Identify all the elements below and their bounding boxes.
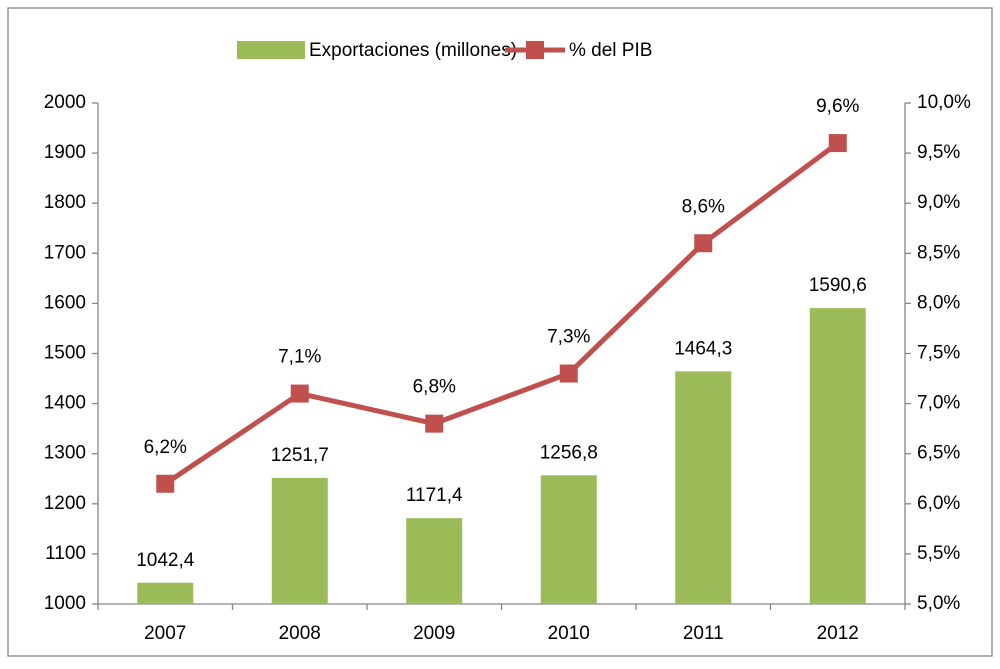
bar-label: 1590,6 [809, 275, 867, 296]
y-tick-label: 1500 [44, 343, 86, 364]
bar-label: 1464,3 [674, 338, 732, 359]
y2-tick-label: 6,5% [917, 443, 960, 464]
bar [540, 475, 597, 604]
line-marker [828, 134, 847, 153]
x-tick-label: 2008 [279, 623, 321, 644]
bar [809, 308, 866, 604]
bar [271, 477, 328, 604]
x-tick-label: 2007 [144, 623, 186, 644]
line-marker [290, 384, 309, 403]
bar-label: 1042,4 [136, 550, 195, 571]
line-label: 8,6% [682, 196, 725, 217]
y2-tick-label: 9,0% [917, 192, 960, 213]
line-label: 6,8% [413, 377, 456, 398]
bar [137, 582, 194, 604]
y-tick-label: 1700 [44, 242, 86, 263]
y-tick-label: 1200 [44, 493, 86, 514]
y2-tick-label: 6,0% [917, 493, 960, 514]
line-label: 6,2% [144, 437, 187, 458]
legend-label: % del PIB [569, 40, 652, 61]
legend-marker [526, 41, 544, 59]
x-tick-label: 2010 [548, 623, 590, 644]
line-marker [156, 474, 175, 493]
line [163, 141, 840, 486]
y2-tick-label: 5,0% [917, 593, 960, 614]
y-tick-label: 1800 [44, 192, 86, 213]
y2-tick-label: 7,0% [917, 393, 960, 414]
y-tick-label: 2000 [44, 92, 86, 113]
legend-swatch [237, 41, 305, 59]
line-marker [559, 364, 578, 383]
x-tick-label: 2011 [683, 623, 724, 644]
x-tick-label: 2012 [817, 623, 859, 644]
line-label: 7,1% [278, 347, 321, 368]
x-tick-label: 2009 [413, 623, 455, 644]
line-label: 7,3% [547, 327, 590, 348]
y-tick-label: 1300 [44, 443, 86, 464]
y2-tick-label: 5,5% [917, 543, 960, 564]
y2-tick-label: 10,0% [917, 92, 971, 113]
y2-tick-label: 8,0% [917, 292, 960, 313]
y-tick-label: 1900 [44, 142, 86, 163]
line-label: 9,6% [816, 96, 859, 117]
y-tick-label: 1400 [44, 393, 86, 414]
legend-label: Exportaciones (millones) [309, 40, 517, 61]
bar [675, 371, 732, 604]
y-tick-label: 1100 [45, 543, 86, 564]
y2-tick-label: 7,5% [917, 343, 960, 364]
line-marker [694, 234, 713, 253]
y-tick-label: 1600 [44, 292, 86, 313]
bar-label: 1251,7 [271, 445, 329, 466]
bar [406, 518, 463, 604]
y2-tick-label: 9,5% [917, 142, 960, 163]
bar-label: 1256,8 [540, 442, 598, 463]
line-marker [425, 414, 444, 433]
y2-tick-label: 8,5% [917, 242, 960, 263]
y-tick-label: 1000 [44, 593, 86, 614]
bar-label: 1171,4 [406, 485, 463, 506]
